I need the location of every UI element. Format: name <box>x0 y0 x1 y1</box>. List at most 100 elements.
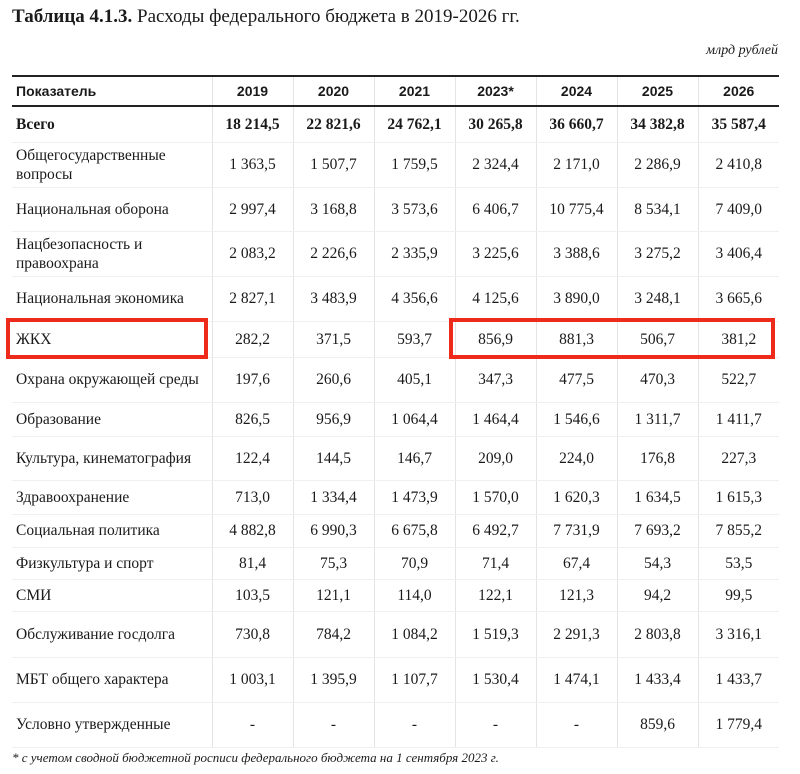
row-label: Условно утвержденные <box>12 702 212 748</box>
table-row: Всего 18 214,5 22 821,6 24 762,1 30 265,8 36 … <box>12 106 779 143</box>
cell-value: 75,3 <box>292 547 374 580</box>
cell-value: 730,8 <box>211 611 293 658</box>
cell-value: 7 855,2 <box>697 514 779 548</box>
table-row: Национальная экономика 2 827,1 3 483,9 4 35… <box>12 276 779 322</box>
cell-value: 8 534,1 <box>616 187 698 232</box>
cell-value: 54,3 <box>616 547 698 580</box>
cell-value: 10 775,4 <box>535 187 617 232</box>
row-label: Физкультура и спорт <box>12 547 212 580</box>
cell-value: 2 997,4 <box>211 187 293 232</box>
cell-value: 859,6 <box>616 702 698 748</box>
cell-value: 3 248,1 <box>616 276 698 322</box>
cell-value: 3 388,6 <box>535 231 617 277</box>
cell-value: 7 693,2 <box>616 514 698 548</box>
row-label: Обслуживание госдолга <box>12 611 212 658</box>
column-header: 2023* <box>454 75 536 107</box>
cell-value: 826,5 <box>211 402 293 437</box>
cell-value: 144,5 <box>292 436 374 481</box>
cell-value: - <box>211 702 293 748</box>
row-label: Национальная экономика <box>12 276 212 322</box>
cell-value: 1 464,4 <box>454 402 536 437</box>
cell-value: 3 225,6 <box>454 231 536 277</box>
cell-value: 2 291,3 <box>535 611 617 658</box>
column-header: 2026 <box>697 75 779 107</box>
cell-value: 1 530,4 <box>454 657 536 703</box>
cell-value: 22 821,6 <box>292 106 374 143</box>
cell-value: 3 483,9 <box>292 276 374 322</box>
table-row: Образование 826,5 956,9 1 064,4 1 464,4 1 546… <box>12 402 779 437</box>
cell-value: 1 634,5 <box>616 480 698 515</box>
cell-value: 70,9 <box>373 547 455 580</box>
cell-value: 18 214,5 <box>211 106 293 143</box>
cell-value: 3 890,0 <box>535 276 617 322</box>
cell-value: 282,2 <box>211 321 293 358</box>
cell-value: - <box>292 702 374 748</box>
cell-value: 2 803,8 <box>616 611 698 658</box>
cell-value: 24 762,1 <box>373 106 455 143</box>
cell-value: 2 335,9 <box>373 231 455 277</box>
cell-value: 477,5 <box>535 357 617 403</box>
cell-value: 224,0 <box>535 436 617 481</box>
table-row: Здравоохранение 713,0 1 334,4 1 473,9 1 570,… <box>12 480 779 515</box>
cell-value: 7 409,0 <box>697 187 779 232</box>
table-row: Физкультура и спорт 81,4 75,3 70,9 71,4 67,4 5… <box>12 547 779 580</box>
cell-value: 1 363,5 <box>211 142 293 188</box>
cell-value: 81,4 <box>211 547 293 580</box>
cell-value: 260,6 <box>292 357 374 403</box>
cell-value: 2 324,4 <box>454 142 536 188</box>
cell-value: 4 356,6 <box>373 276 455 322</box>
cell-value: 1 474,1 <box>535 657 617 703</box>
highlight-box <box>449 318 775 359</box>
cell-value: 405,1 <box>373 357 455 403</box>
cell-value: 121,3 <box>535 579 617 612</box>
cell-value: 35 587,4 <box>697 106 779 143</box>
cell-value: 209,0 <box>454 436 536 481</box>
cell-value: 1 064,4 <box>373 402 455 437</box>
footnote: * с учетом сводной бюджетной росписи фед… <box>12 750 499 765</box>
cell-value: 1 395,9 <box>292 657 374 703</box>
cell-value: 593,7 <box>373 321 455 358</box>
column-header: 2021 <box>373 75 455 107</box>
column-header: 2024 <box>535 75 617 107</box>
cell-value: 3 406,4 <box>697 231 779 277</box>
cell-value: - <box>535 702 617 748</box>
title: Таблица 4.1.3. Расходы федерального бюдж… <box>12 6 520 28</box>
cell-value: 1 411,7 <box>697 402 779 437</box>
cell-value: 2 827,1 <box>211 276 293 322</box>
unit: млрд рублей <box>706 43 778 58</box>
row-label: МБТ общего характера <box>12 657 212 703</box>
cell-value: 6 492,7 <box>454 514 536 548</box>
cell-value: 1 546,6 <box>535 402 617 437</box>
cell-value: 99,5 <box>697 579 779 612</box>
column-header: 2019 <box>211 75 293 107</box>
cell-value: 1 311,7 <box>616 402 698 437</box>
cell-value: 227,3 <box>697 436 779 481</box>
cell-value: 881,3 <box>535 321 617 358</box>
cell-value: 30 265,8 <box>454 106 536 143</box>
cell-value: 2 286,9 <box>616 142 698 188</box>
cell-value: 122,4 <box>211 436 293 481</box>
column-header: 2020 <box>292 75 374 107</box>
cell-value: - <box>454 702 536 748</box>
table-row: ЖКХ 282,2 371,5 593,7 856,9 881,3 506,7 381,2 <box>12 321 779 358</box>
budget-table: Показатель 2019 2020 2021 2023* 2024 2025 2026 В… <box>12 75 779 748</box>
cell-value: 470,3 <box>616 357 698 403</box>
cell-value: 2 410,8 <box>697 142 779 188</box>
title-text: Расходы федерального бюджета в 2019-2026… <box>137 6 520 27</box>
cell-value: 6 675,8 <box>373 514 455 548</box>
cell-value: 2 083,2 <box>211 231 293 277</box>
row-label: Охрана окружающей среды <box>12 357 212 403</box>
cell-value: 1 519,3 <box>454 611 536 658</box>
cell-value: 4 125,6 <box>454 276 536 322</box>
cell-value: 371,5 <box>292 321 374 358</box>
table-row: Культура, кинематография 122,4 144,5 146,7 2… <box>12 436 779 481</box>
row-label: Здравоохранение <box>12 480 212 515</box>
highlight-box <box>6 318 208 359</box>
row-label: СМИ <box>12 579 212 612</box>
cell-value: 506,7 <box>616 321 698 358</box>
cell-value: 122,1 <box>454 579 536 612</box>
cell-value: 6 406,7 <box>454 187 536 232</box>
cell-value: 34 382,8 <box>616 106 698 143</box>
cell-value: 1 433,7 <box>697 657 779 703</box>
